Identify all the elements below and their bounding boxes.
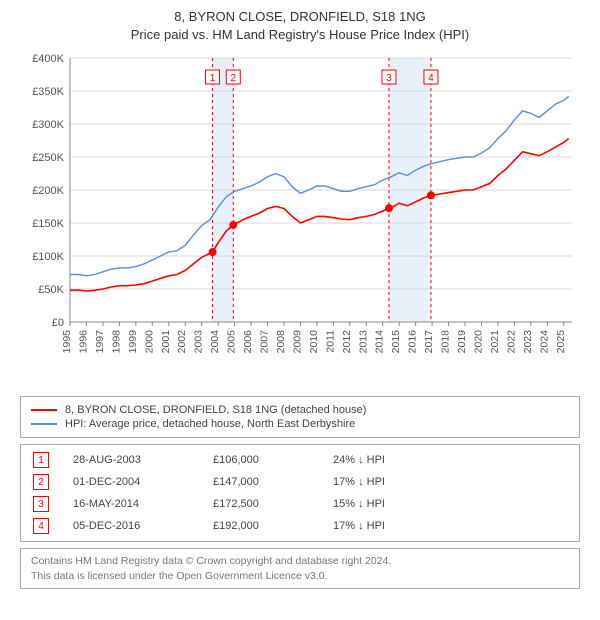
svg-text:£300K: £300K bbox=[32, 119, 64, 131]
svg-text:2003: 2003 bbox=[193, 330, 205, 354]
transaction-marker: 1 bbox=[33, 452, 49, 468]
svg-text:1995: 1995 bbox=[61, 330, 73, 354]
title-line-2: Price paid vs. HM Land Registry's House … bbox=[10, 26, 590, 44]
svg-text:£0: £0 bbox=[52, 317, 64, 329]
title-line-1: 8, BYRON CLOSE, DRONFIELD, S18 1NG bbox=[10, 8, 590, 26]
svg-text:2008: 2008 bbox=[275, 330, 287, 354]
svg-text:1997: 1997 bbox=[94, 330, 106, 354]
svg-text:2004: 2004 bbox=[209, 330, 221, 354]
legend-label: 8, BYRON CLOSE, DRONFIELD, S18 1NG (deta… bbox=[65, 404, 366, 416]
transaction-date: 28-AUG-2003 bbox=[73, 454, 213, 466]
svg-text:2024: 2024 bbox=[538, 330, 550, 354]
legend-item: 8, BYRON CLOSE, DRONFIELD, S18 1NG (deta… bbox=[31, 403, 569, 417]
svg-text:2018: 2018 bbox=[440, 330, 452, 354]
svg-text:2014: 2014 bbox=[374, 330, 386, 354]
transaction-row: 2 01-DEC-2004£147,00017% ↓ HPI bbox=[21, 471, 579, 493]
price-chart: £0 £50K £100K £150K £200K £250K £300K £350K £400… bbox=[20, 50, 580, 390]
transactions-box: 1 28-AUG-2003£106,00024% ↓ HPI 2 01-DEC-200… bbox=[20, 444, 580, 542]
svg-text:2015: 2015 bbox=[390, 330, 402, 354]
svg-text:2017: 2017 bbox=[423, 330, 435, 354]
attribution-box: Contains HM Land Registry data © Crown c… bbox=[20, 548, 580, 588]
svg-text:1998: 1998 bbox=[110, 330, 122, 354]
transaction-diff: 15% ↓ HPI bbox=[333, 498, 453, 510]
transaction-price: £192,000 bbox=[213, 520, 333, 532]
svg-text:2023: 2023 bbox=[522, 330, 534, 354]
svg-text:2009: 2009 bbox=[291, 330, 303, 354]
transaction-date: 16-MAY-2014 bbox=[73, 498, 213, 510]
transaction-marker: 4 bbox=[33, 518, 49, 534]
transaction-price: £147,000 bbox=[213, 476, 333, 488]
svg-text:2016: 2016 bbox=[407, 330, 419, 354]
legend-label: HPI: Average price, detached house, Nort… bbox=[65, 418, 355, 430]
svg-text:£50K: £50K bbox=[38, 284, 64, 296]
legend-box: 8, BYRON CLOSE, DRONFIELD, S18 1NG (deta… bbox=[20, 396, 580, 438]
svg-text:2002: 2002 bbox=[176, 330, 188, 354]
svg-text:2021: 2021 bbox=[489, 330, 501, 354]
svg-text:2000: 2000 bbox=[143, 330, 155, 354]
svg-text:£250K: £250K bbox=[32, 152, 64, 164]
svg-text:2013: 2013 bbox=[357, 330, 369, 354]
transaction-price: £172,500 bbox=[213, 498, 333, 510]
legend-swatch bbox=[31, 409, 57, 411]
legend-swatch bbox=[31, 423, 57, 425]
svg-text:2011: 2011 bbox=[324, 330, 336, 353]
svg-text:2020: 2020 bbox=[472, 330, 484, 354]
legend-item: HPI: Average price, detached house, Nort… bbox=[31, 417, 569, 431]
svg-text:£350K: £350K bbox=[32, 86, 64, 98]
transaction-row: 4 05-DEC-2016£192,00017% ↓ HPI bbox=[21, 515, 579, 537]
transaction-date: 01-DEC-2004 bbox=[73, 476, 213, 488]
svg-text:2005: 2005 bbox=[226, 330, 238, 354]
svg-text:2001: 2001 bbox=[160, 330, 172, 354]
transaction-row: 1 28-AUG-2003£106,00024% ↓ HPI bbox=[21, 449, 579, 471]
svg-text:2007: 2007 bbox=[259, 330, 271, 354]
transaction-price: £106,000 bbox=[213, 454, 333, 466]
chart-title-block: 8, BYRON CLOSE, DRONFIELD, S18 1NG Price… bbox=[10, 8, 590, 44]
svg-text:2022: 2022 bbox=[505, 330, 517, 354]
transaction-diff: 24% ↓ HPI bbox=[333, 454, 453, 466]
svg-text:2: 2 bbox=[230, 73, 236, 84]
svg-text:1: 1 bbox=[210, 73, 216, 84]
chart-svg: £0 £50K £100K £150K £200K £250K £300K £350K £400… bbox=[20, 50, 580, 390]
svg-text:1996: 1996 bbox=[77, 330, 89, 354]
svg-text:£100K: £100K bbox=[32, 251, 64, 263]
attribution-line-1: Contains HM Land Registry data © Crown c… bbox=[31, 554, 569, 568]
transaction-row: 3 16-MAY-2014£172,50015% ↓ HPI bbox=[21, 493, 579, 515]
svg-text:£400K: £400K bbox=[32, 53, 64, 65]
svg-text:2012: 2012 bbox=[341, 330, 353, 354]
svg-text:£200K: £200K bbox=[32, 185, 64, 197]
transaction-diff: 17% ↓ HPI bbox=[333, 476, 453, 488]
svg-text:2010: 2010 bbox=[308, 330, 320, 354]
svg-text:£150K: £150K bbox=[32, 218, 64, 230]
svg-text:2006: 2006 bbox=[242, 330, 254, 354]
svg-text:2025: 2025 bbox=[555, 330, 567, 354]
transaction-date: 05-DEC-2016 bbox=[73, 520, 213, 532]
transaction-marker: 3 bbox=[33, 496, 49, 512]
svg-text:1999: 1999 bbox=[127, 330, 139, 354]
svg-text:4: 4 bbox=[428, 73, 434, 84]
transaction-diff: 17% ↓ HPI bbox=[333, 520, 453, 532]
svg-text:2019: 2019 bbox=[456, 330, 468, 354]
svg-text:3: 3 bbox=[386, 73, 392, 84]
transaction-marker: 2 bbox=[33, 474, 49, 490]
attribution-line-2: This data is licensed under the Open Gov… bbox=[31, 569, 569, 583]
